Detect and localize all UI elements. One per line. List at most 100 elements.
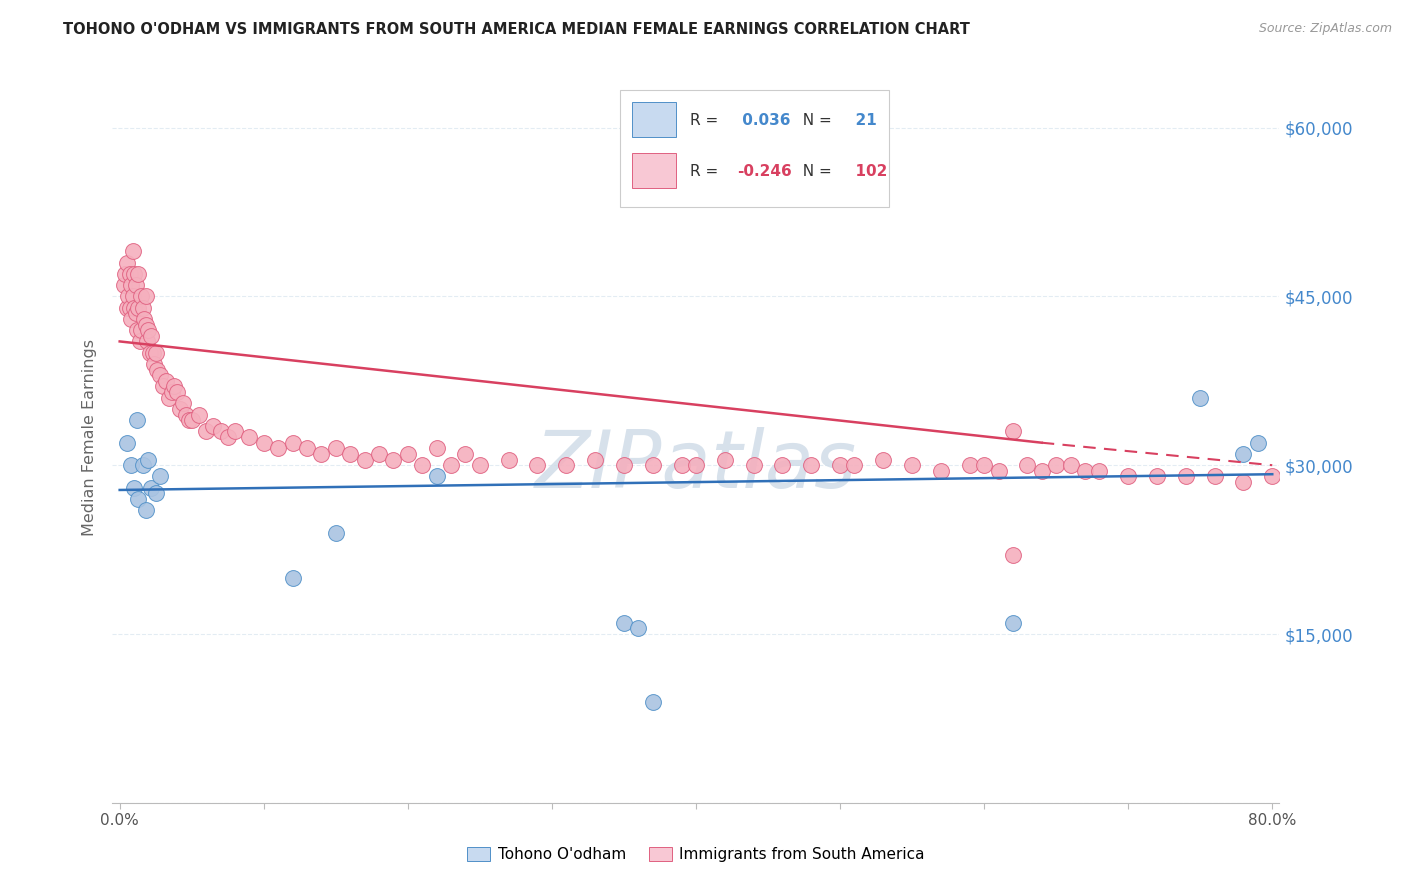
- Point: [141, 328, 163, 343]
- Point: [139, 345, 162, 359]
- Legend: Tohono O'odham, Immigrants from South America: Tohono O'odham, Immigrants from South Am…: [461, 841, 931, 868]
- Point: [135, 318, 157, 332]
- Point: [129, 323, 152, 337]
- Point: [120, 458, 142, 473]
- Point: [114, 267, 136, 281]
- Point: [627, 621, 650, 635]
- Point: [1031, 464, 1053, 478]
- Text: TOHONO O'ODHAM VS IMMIGRANTS FROM SOUTH AMERICA MEDIAN FEMALE EARNINGS CORRELATI: TOHONO O'ODHAM VS IMMIGRANTS FROM SOUTH …: [63, 22, 970, 37]
- Point: [1045, 458, 1067, 473]
- Point: [160, 385, 183, 400]
- Point: [1059, 458, 1081, 473]
- Point: [172, 396, 194, 410]
- Point: [166, 385, 188, 400]
- Point: [157, 391, 180, 405]
- Text: R =: R =: [690, 113, 718, 128]
- Point: [1247, 435, 1270, 450]
- Text: N =: N =: [793, 164, 831, 179]
- Point: [112, 278, 135, 293]
- Point: [844, 458, 866, 473]
- Point: [138, 323, 160, 337]
- Point: [146, 362, 169, 376]
- FancyBboxPatch shape: [631, 102, 676, 137]
- Point: [1001, 615, 1024, 630]
- Point: [641, 694, 664, 708]
- Point: [987, 464, 1010, 478]
- Point: [281, 435, 304, 450]
- Point: [195, 425, 218, 439]
- Point: [121, 289, 143, 303]
- Point: [209, 425, 232, 439]
- Point: [115, 435, 138, 450]
- Text: N =: N =: [793, 113, 831, 128]
- Point: [169, 401, 191, 416]
- Point: [770, 458, 793, 473]
- Point: [440, 458, 463, 473]
- Point: [117, 289, 139, 303]
- Point: [253, 435, 276, 450]
- Point: [339, 447, 361, 461]
- Point: [454, 447, 477, 461]
- Point: [177, 413, 200, 427]
- Text: R =: R =: [690, 164, 718, 179]
- Point: [155, 374, 177, 388]
- Point: [118, 267, 141, 281]
- Point: [311, 447, 333, 461]
- Point: [127, 267, 149, 281]
- Point: [120, 312, 142, 326]
- Point: [641, 458, 664, 473]
- Point: [1001, 425, 1024, 439]
- Point: [613, 458, 636, 473]
- Point: [120, 278, 142, 293]
- Point: [149, 368, 172, 383]
- Point: [142, 345, 165, 359]
- Point: [1017, 458, 1039, 473]
- Point: [124, 278, 146, 293]
- Point: [1174, 469, 1197, 483]
- Point: [959, 458, 981, 473]
- Point: [122, 267, 145, 281]
- Text: 0.036: 0.036: [737, 113, 790, 128]
- Point: [152, 379, 174, 393]
- Point: [1088, 464, 1111, 478]
- Point: [267, 442, 290, 456]
- Point: [118, 301, 141, 315]
- Point: [368, 447, 391, 461]
- Point: [132, 301, 155, 315]
- Point: [127, 491, 149, 506]
- Point: [202, 418, 225, 433]
- Point: [143, 357, 166, 371]
- Point: [132, 458, 155, 473]
- Point: [128, 334, 150, 349]
- Text: ZIPatlas: ZIPatlas: [534, 427, 858, 506]
- Point: [872, 452, 894, 467]
- Point: [901, 458, 924, 473]
- Point: [1146, 469, 1168, 483]
- Point: [1232, 475, 1254, 489]
- Point: [382, 452, 405, 467]
- Point: [217, 430, 239, 444]
- Point: [411, 458, 433, 473]
- Point: [929, 464, 952, 478]
- Point: [163, 379, 186, 393]
- Point: [1204, 469, 1226, 483]
- Point: [742, 458, 765, 473]
- Point: [141, 481, 163, 495]
- FancyBboxPatch shape: [620, 90, 889, 207]
- Point: [1261, 469, 1284, 483]
- Point: [671, 458, 693, 473]
- Point: [583, 452, 606, 467]
- Point: [145, 345, 167, 359]
- Point: [396, 447, 419, 461]
- Text: Source: ZipAtlas.com: Source: ZipAtlas.com: [1258, 22, 1392, 36]
- Text: 102: 102: [845, 164, 887, 179]
- Point: [426, 442, 449, 456]
- Point: [1189, 391, 1212, 405]
- Point: [281, 571, 304, 585]
- Point: [122, 301, 145, 315]
- Y-axis label: Median Female Earnings: Median Female Earnings: [82, 339, 97, 535]
- Point: [353, 452, 375, 467]
- Point: [526, 458, 548, 473]
- Point: [121, 244, 143, 259]
- Text: 21: 21: [845, 113, 877, 128]
